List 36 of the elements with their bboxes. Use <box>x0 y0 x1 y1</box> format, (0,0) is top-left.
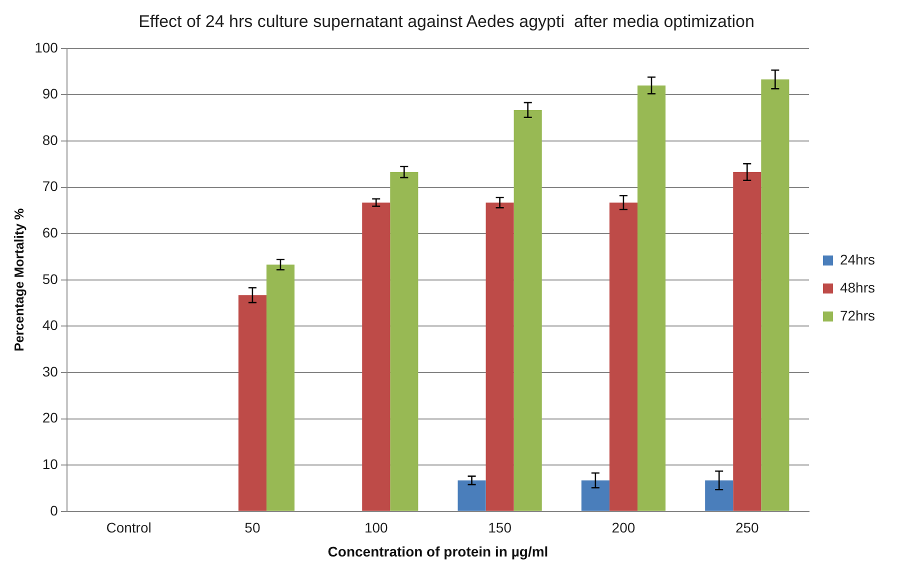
legend-label: 72hrs <box>840 307 876 324</box>
y-tick-label: 20 <box>42 410 58 426</box>
legend-label: 48hrs <box>840 279 876 296</box>
y-tick-label: 70 <box>42 178 58 194</box>
y-tick-label: 40 <box>42 317 58 334</box>
bar <box>390 172 418 511</box>
bar <box>458 480 486 511</box>
x-tick-label: 150 <box>488 520 512 536</box>
x-tick-label: 50 <box>244 520 260 536</box>
bar <box>705 480 734 511</box>
y-tick-label: 90 <box>42 86 58 102</box>
x-axis-title: Concentration of protein in µg/ml <box>328 543 548 560</box>
x-tick-label: 250 <box>735 520 760 536</box>
bar <box>486 202 514 511</box>
bar <box>609 202 638 511</box>
bar <box>238 295 266 511</box>
y-tick-label: 50 <box>42 270 58 287</box>
x-tick-label: Control <box>106 520 152 536</box>
bar <box>581 480 610 511</box>
y-tick-label: 80 <box>42 132 58 148</box>
y-tick-label: 100 <box>34 39 58 56</box>
bar <box>761 79 790 511</box>
bar <box>637 85 666 511</box>
bar <box>733 172 762 511</box>
bar <box>266 264 295 511</box>
x-tick-label: 200 <box>612 520 636 536</box>
bar <box>514 110 542 511</box>
y-tick-label: 10 <box>42 456 58 472</box>
x-tick-label: 100 <box>364 520 388 536</box>
y-tick-label: 30 <box>42 363 58 380</box>
y-tick-label: 60 <box>42 224 58 240</box>
legend-label: 24hrs <box>840 251 876 268</box>
chart-title: Effect of 24 hrs culture supernatant against Aedes agypti after media optimization <box>138 12 754 31</box>
y-axis-title: Percentage Mortality % <box>11 208 26 352</box>
y-tick-label: 0 <box>50 502 58 518</box>
bar <box>362 202 390 511</box>
